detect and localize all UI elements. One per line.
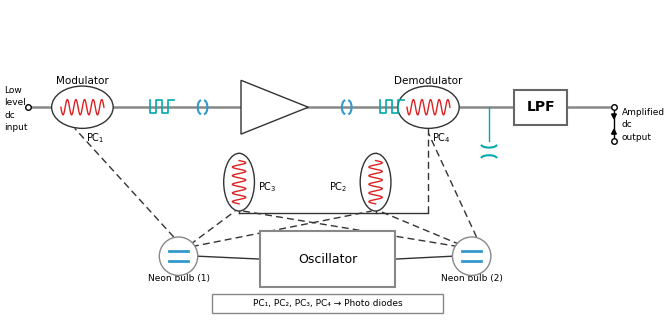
FancyBboxPatch shape (212, 294, 443, 313)
Text: PC$_2$: PC$_2$ (329, 180, 348, 194)
Circle shape (452, 237, 491, 275)
Text: PC$_4$: PC$_4$ (432, 131, 451, 145)
Ellipse shape (397, 86, 459, 128)
Ellipse shape (51, 86, 113, 128)
Ellipse shape (360, 153, 391, 211)
Text: Oscillator: Oscillator (298, 253, 357, 266)
Text: Low
level
dc
input: Low level dc input (5, 86, 28, 133)
FancyBboxPatch shape (261, 231, 395, 287)
Text: PC$_1$: PC$_1$ (86, 131, 105, 145)
Text: Demodulator: Demodulator (394, 76, 463, 87)
Text: PC$_3$: PC$_3$ (259, 180, 277, 194)
Text: Modulator: Modulator (56, 76, 109, 87)
Text: Neon bulb (1): Neon bulb (1) (148, 274, 210, 283)
Polygon shape (611, 129, 617, 134)
Polygon shape (241, 80, 309, 134)
Text: Neon bulb (2): Neon bulb (2) (441, 274, 502, 283)
Text: PC₁, PC₂, PC₃, PC₄ → Photo diodes: PC₁, PC₂, PC₃, PC₄ → Photo diodes (253, 299, 402, 308)
Text: Amplified
dc
output: Amplified dc output (622, 108, 665, 142)
Circle shape (159, 237, 198, 275)
FancyBboxPatch shape (514, 90, 567, 124)
Polygon shape (611, 114, 617, 119)
Text: LPF: LPF (526, 100, 555, 114)
Ellipse shape (224, 153, 255, 211)
